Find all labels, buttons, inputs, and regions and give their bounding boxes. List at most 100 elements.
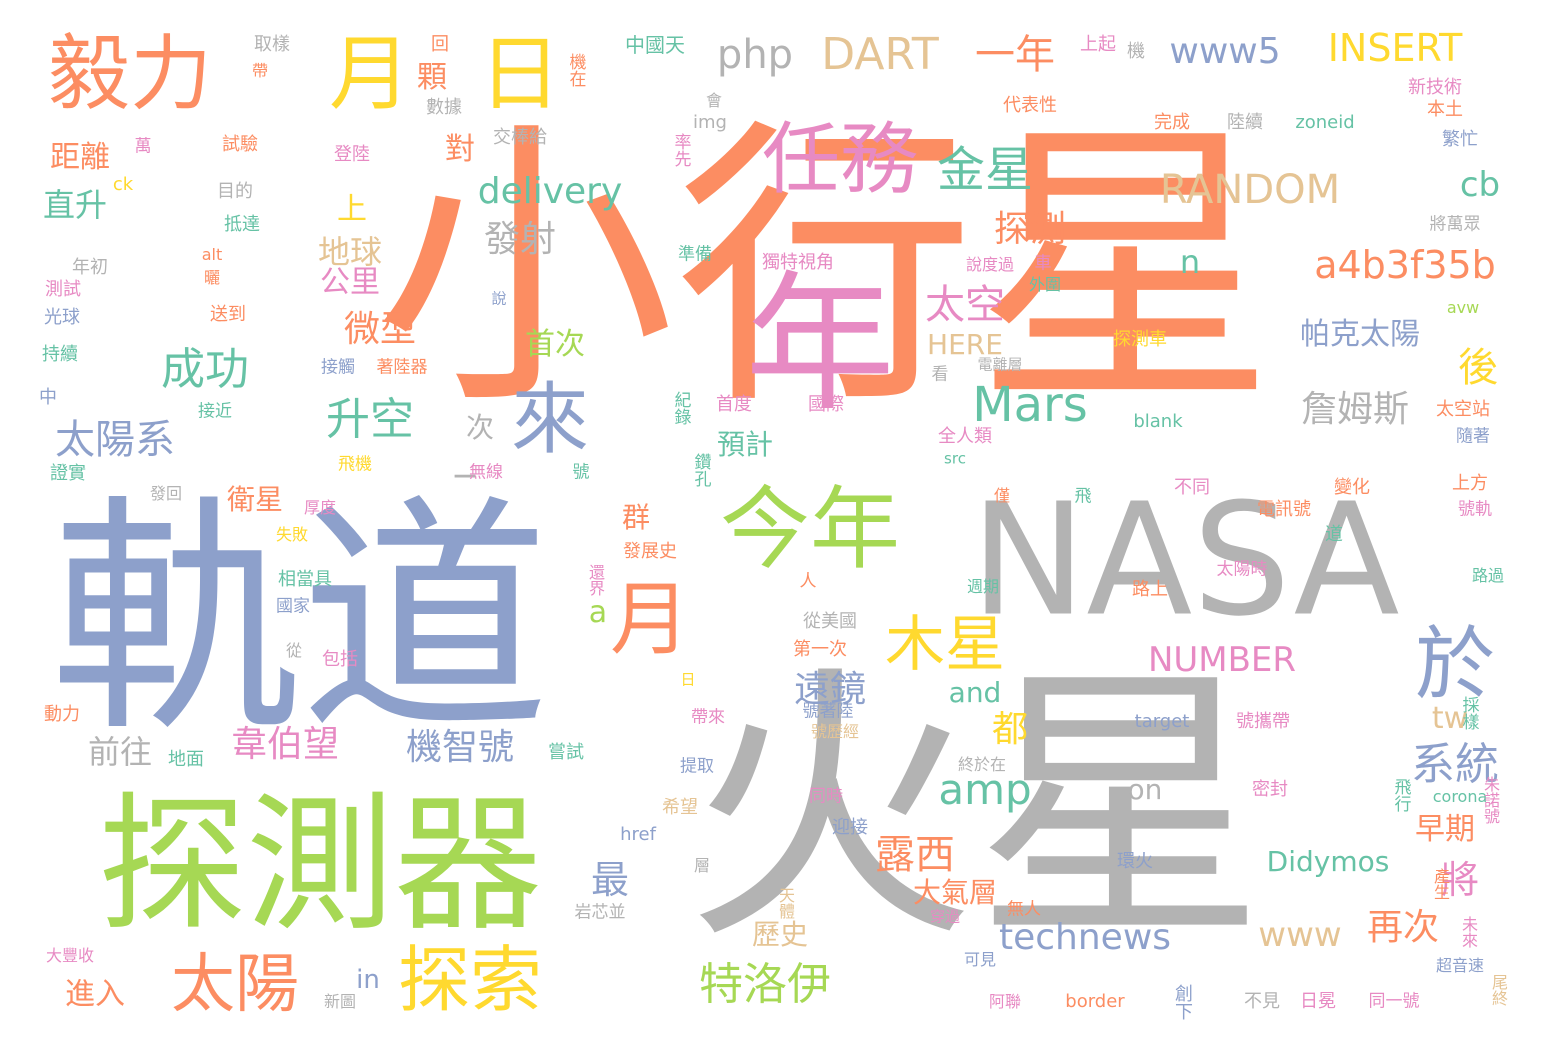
cloud-word: 可見 (963, 950, 997, 969)
cloud-word: 歷史 (751, 918, 809, 951)
cloud-word: 飛 (1070, 486, 1091, 504)
cloud-word: 動力 (44, 704, 80, 725)
cloud-word: 路上 (1132, 579, 1168, 600)
cloud-word: 年 (744, 258, 896, 432)
cloud-word: 木星 (885, 610, 1005, 680)
cloud-word: 登陸 (334, 144, 370, 165)
cloud-word: DART (821, 29, 939, 80)
cloud-word: 回 (431, 34, 449, 55)
cloud-word: 首度 (716, 394, 752, 415)
cloud-word: technews (998, 917, 1172, 958)
cloud-word: 日冕 (1300, 991, 1336, 1012)
cloud-word: ck (112, 174, 134, 195)
cloud-word: 全人類 (938, 426, 992, 447)
cloud-word: 帕克太陽 (1300, 317, 1420, 352)
cloud-word: 無人 (1007, 899, 1041, 920)
cloud-word: 車 (1030, 253, 1051, 271)
cloud-word: 次 (465, 411, 495, 444)
cloud-word: 地球 (317, 233, 383, 271)
cloud-word: 目的 (217, 181, 253, 202)
cloud-word: 月 (610, 573, 690, 666)
cloud-word: 於 (1415, 618, 1495, 711)
cloud-word: 發展史 (623, 541, 677, 562)
cloud-word: 厚度 (303, 498, 337, 517)
cloud-word: 顆 (417, 60, 447, 95)
cloud-word: Didymos (1266, 845, 1390, 878)
cloud-word: src (944, 449, 966, 468)
cloud-word: href (620, 824, 656, 845)
cloud-word: 火星 (685, 641, 1265, 978)
cloud-word: 創下 (1172, 984, 1193, 1020)
cloud-word: blank (1133, 411, 1183, 432)
cloud-word: 詹姆斯 (1300, 389, 1410, 430)
cloud-word: _ (455, 432, 475, 478)
cloud-word: 會 (703, 92, 722, 108)
cloud-word: 特洛伊 (699, 959, 831, 1010)
cloud-word: 發射 (483, 219, 557, 260)
cloud-word: 試驗 (222, 134, 258, 155)
cloud-word: a4b3f35b (1314, 243, 1496, 287)
cloud-word: 探測車 (1113, 329, 1167, 350)
cloud-word: 著陸器 (376, 357, 428, 378)
cloud-word: 衛星 (226, 483, 284, 516)
cloud-word: 升空 (326, 394, 414, 445)
cloud-word: 韋伯望 (230, 724, 340, 765)
cloud-word: a (588, 595, 608, 630)
cloud-word: 測試 (45, 279, 81, 300)
cloud-word: 國際 (808, 394, 844, 415)
cloud-word: 上起 (1080, 34, 1116, 55)
cloud-word: 電訊號 (1257, 499, 1311, 520)
cloud-word: 上 (337, 192, 367, 227)
cloud-word: 號 (568, 462, 589, 480)
cloud-word: 接近 (198, 401, 232, 422)
cloud-word: alt (201, 245, 223, 264)
cloud-word: HERE (927, 328, 1003, 361)
cloud-word: and (948, 676, 1002, 709)
cloud-word: Mars (972, 377, 1088, 433)
cloud-word: 距離 (50, 140, 110, 175)
cloud-word: 路過 (1471, 566, 1505, 585)
cloud-word: 早期 (1415, 812, 1475, 847)
cloud-word: 帶 (249, 62, 268, 78)
cloud-word: 太陽系 (55, 417, 175, 463)
cloud-word: 首次 (525, 327, 585, 362)
cloud-word: 任務 (761, 115, 919, 205)
cloud-word: 穿過 (929, 907, 961, 926)
cloud-word: 終於在 (957, 755, 1007, 774)
cloud-word: 上方 (1452, 473, 1488, 494)
cloud-word: 證實 (50, 463, 86, 484)
cloud-word: 同一號 (1368, 991, 1420, 1012)
cloud-word: INSERT (1327, 26, 1463, 70)
cloud-word: 希望 (662, 797, 698, 818)
cloud-word: 抵達 (224, 214, 260, 235)
cloud-word: 再次 (1366, 907, 1440, 948)
cloud-word: 中國天 (625, 33, 685, 57)
cloud-word: in (356, 965, 380, 995)
cloud-word: 嘗試 (548, 742, 584, 763)
cloud-word: 阿聯 (988, 992, 1022, 1011)
cloud-word: 探測器 (98, 779, 542, 951)
cloud-word: 繁忙 (1442, 129, 1478, 150)
cloud-word: RANDOM (1159, 167, 1341, 213)
cloud-word: 天體 (776, 887, 795, 919)
cloud-word: 後 (1458, 345, 1498, 391)
cloud-word: avw (1446, 298, 1480, 317)
cloud-word: 號軌 (1458, 499, 1492, 520)
cloud-word: 隨著 (1456, 426, 1490, 447)
cloud-word: 毅力 (47, 27, 213, 122)
cloud-word: 超音速 (1435, 956, 1485, 975)
cloud-word: 都 (991, 709, 1029, 750)
cloud-word: tw (1431, 701, 1469, 736)
cloud-word: 環火 (1117, 851, 1153, 872)
cloud-word: cb (1459, 165, 1501, 205)
cloud-word: 萬 (130, 136, 151, 154)
cloud-word: 準備 (678, 244, 712, 265)
cloud-word: n (1179, 243, 1201, 281)
cloud-word: 光球 (44, 307, 80, 328)
cloud-word: 率先 (670, 133, 691, 167)
cloud-word: 持續 (42, 344, 78, 365)
cloud-word: 機智號 (405, 727, 515, 768)
cloud-word: 飛行 (1390, 778, 1411, 812)
cloud-word: 曬 (203, 268, 221, 287)
